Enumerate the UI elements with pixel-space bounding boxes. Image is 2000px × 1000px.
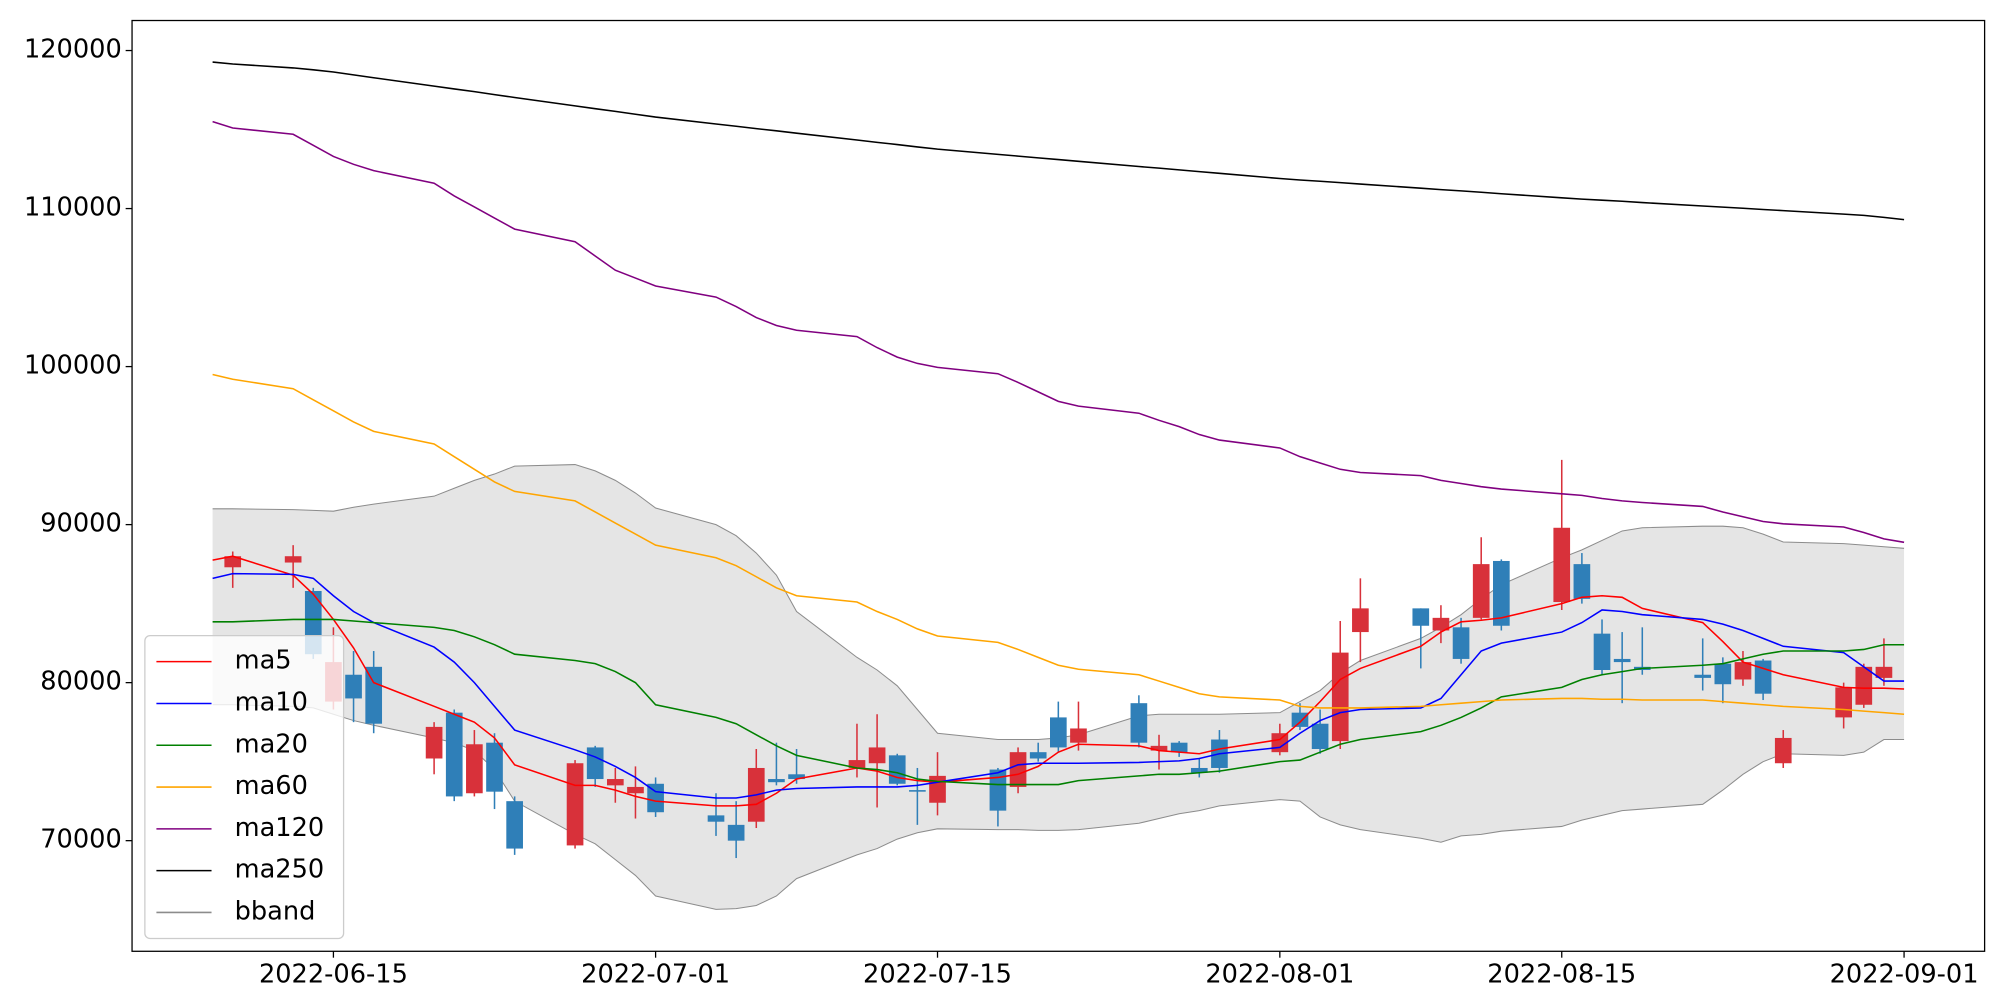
- candle-body: [788, 774, 805, 780]
- candle-body: [284, 556, 302, 563]
- ma-line: [212, 120, 1905, 544]
- y-tick-label: 120000: [24, 35, 122, 65]
- candle-body: [1734, 662, 1752, 680]
- candle-body: [1875, 666, 1893, 678]
- candle-body: [1331, 652, 1349, 742]
- legend-label: ma10: [235, 687, 308, 717]
- candle-body: [768, 779, 785, 783]
- candle-body: [1432, 617, 1450, 631]
- candle-body: [1050, 717, 1067, 748]
- legend-label: ma5: [235, 646, 292, 676]
- x-tick-label: 2022-07-01: [581, 960, 730, 990]
- candle-body: [1855, 666, 1873, 705]
- ma-line: [212, 555, 1905, 807]
- candle-body: [1070, 728, 1087, 743]
- y-tick-label: 90000: [40, 509, 122, 539]
- candle-body: [1714, 663, 1732, 685]
- x-tick-label: 2022-08-01: [1205, 960, 1354, 990]
- legend-box: [144, 634, 345, 940]
- candle-body: [1754, 660, 1772, 694]
- y-tick-label: 100000: [24, 351, 122, 381]
- candle-body: [566, 763, 584, 846]
- candle-body: [506, 801, 523, 849]
- candle-body: [989, 769, 1007, 811]
- candle-body: [1472, 564, 1490, 618]
- candle-body: [425, 726, 443, 759]
- x-tick-label: 2022-09-01: [1830, 960, 1979, 990]
- candle-body: [1311, 723, 1329, 750]
- y-tick-label: 70000: [40, 825, 122, 855]
- candle-body: [707, 815, 725, 822]
- candle-body: [1452, 627, 1470, 659]
- candle-body: [848, 760, 866, 768]
- candle-body: [727, 824, 745, 841]
- x-tick-label: 2022-08-15: [1487, 960, 1636, 990]
- legend-label: ma60: [235, 771, 308, 801]
- candle-body: [1553, 527, 1571, 603]
- candle-body: [445, 712, 463, 797]
- candle-body: [1009, 752, 1027, 787]
- candle-body: [1774, 737, 1792, 764]
- legend-label: bband: [235, 896, 316, 926]
- legend-label: ma20: [235, 729, 308, 759]
- x-tick-label: 2022-06-15: [259, 960, 408, 990]
- candle-body: [1190, 767, 1208, 773]
- bband-fill: [212, 464, 1905, 910]
- ma-line: [212, 61, 1905, 221]
- candle-body: [365, 666, 383, 724]
- candle-body: [1291, 712, 1309, 727]
- candle-body: [627, 786, 644, 794]
- candle-body: [1573, 564, 1591, 599]
- y-tick-label: 80000: [40, 667, 122, 697]
- candle-body: [1613, 658, 1631, 663]
- legend-label: ma120: [235, 813, 325, 843]
- candle-body: [1835, 687, 1852, 718]
- legend-label: ma250: [235, 855, 325, 885]
- x-tick-label: 2022-07-15: [863, 960, 1012, 990]
- candle-body: [909, 790, 926, 792]
- candle-body: [486, 742, 503, 792]
- y-tick-label: 110000: [24, 193, 122, 223]
- candle-body: [929, 775, 946, 803]
- candle-body: [1150, 745, 1168, 751]
- candle-body: [1694, 674, 1712, 678]
- candle-body: [606, 779, 624, 786]
- ma-line: [212, 618, 1905, 786]
- candle-body: [1593, 633, 1611, 670]
- candle-body: [224, 556, 242, 568]
- plot-area: [212, 61, 1905, 910]
- candle-body: [888, 755, 906, 784]
- candle-body: [1130, 703, 1148, 743]
- candle-body: [586, 747, 604, 780]
- candle-body: [1170, 742, 1188, 753]
- axes-frame: [131, 19, 1986, 952]
- candle-body: [345, 674, 362, 699]
- candle-body: [1029, 752, 1047, 759]
- candle-body: [647, 783, 664, 813]
- candle-body: [868, 747, 886, 764]
- candle-body: [1412, 608, 1430, 626]
- candle-body: [1352, 608, 1369, 633]
- ma-line: [212, 373, 1905, 716]
- candle-body: [466, 744, 483, 794]
- ma-line: [212, 572, 1905, 799]
- candle-body: [1493, 560, 1510, 626]
